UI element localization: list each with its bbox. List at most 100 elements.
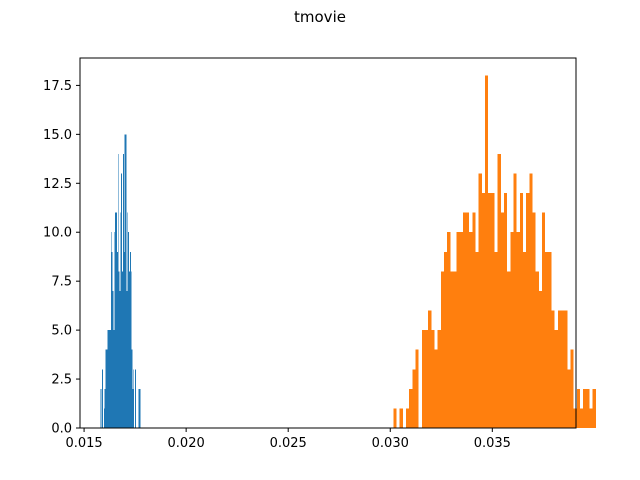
- histogram-bar-series-2: [485, 75, 489, 428]
- histogram-bar-series-1: [131, 349, 133, 428]
- histogram-bar-series-2: [567, 369, 571, 428]
- x-axis-ticks: 0.015 0.020 0.025 0.030 0.035: [65, 428, 511, 451]
- histogram-bar-series-1: [113, 330, 115, 428]
- histogram-bar-series-2: [405, 408, 410, 428]
- histogram-bar-series-2: [570, 349, 574, 428]
- histogram-bar-series-2: [494, 251, 498, 428]
- histogram-bar-series-2: [532, 212, 536, 428]
- histogram-bar-series-1: [104, 388, 106, 428]
- histogram-bar-series-2: [564, 310, 568, 428]
- histogram-bar-series-1: [118, 271, 120, 428]
- x-tick-label: 0.020: [168, 436, 205, 451]
- histogram-bar-series-2: [548, 251, 552, 428]
- histogram-bar-series-2: [551, 310, 555, 428]
- histogram-bar-series-2: [554, 330, 558, 428]
- histogram-bar-series-1: [100, 388, 102, 428]
- y-tick-label: 2.5: [51, 373, 72, 388]
- histogram-bar-series-1: [122, 271, 123, 428]
- histogram-bar-series-1: [112, 290, 114, 428]
- histogram-bar-series-2: [535, 271, 539, 428]
- histogram-bar-series-2: [497, 153, 501, 429]
- chart-title: tmovie: [294, 8, 346, 26]
- y-tick-label: 12.5: [43, 177, 72, 192]
- histogram-bar-series-2: [519, 193, 524, 428]
- histogram-bar-series-1: [124, 134, 126, 428]
- histogram-bar-series-2: [542, 212, 546, 428]
- histogram-bar-series-1: [106, 349, 108, 428]
- histogram-bar-series-1: [111, 251, 113, 428]
- histogram-bar-series-1: [130, 271, 132, 428]
- histogram-bar-series-2: [462, 212, 467, 428]
- histogram-bar-series-1: [122, 153, 124, 429]
- histogram-bar-series-2: [447, 232, 451, 428]
- histogram-bar-series-2: [488, 193, 492, 428]
- histogram-bar-series-2: [573, 408, 577, 428]
- histogram-bar-series-1: [109, 330, 111, 428]
- bars-layer: [100, 75, 596, 429]
- histogram-bar-series-2: [526, 193, 530, 428]
- histogram-bar-series-2: [409, 388, 413, 428]
- histogram-bar-series-2: [450, 271, 454, 428]
- histogram-bar-series-2: [424, 330, 429, 428]
- x-tick-label: 0.015: [65, 436, 102, 451]
- histogram-bar-series-1: [120, 212, 122, 428]
- histogram-bar-series-1: [132, 388, 134, 428]
- histogram-bar-series-1: [127, 212, 129, 428]
- histogram-bar-series-1: [129, 251, 131, 428]
- histogram-bar-series-1: [105, 349, 107, 428]
- histogram-bar-series-2: [481, 193, 486, 428]
- histogram-bar-series-1: [108, 330, 110, 428]
- y-tick-label: 7.5: [51, 275, 72, 290]
- histogram-bar-series-1: [139, 388, 141, 428]
- histogram-bar-series-1: [138, 388, 140, 428]
- histogram-bar-series-2: [475, 251, 479, 428]
- histogram-bar-series-2: [579, 408, 584, 428]
- histogram-bar-series-2: [583, 388, 587, 428]
- histogram-bar-series-2: [500, 212, 505, 428]
- histogram-bar-series-2: [469, 232, 473, 428]
- histogram-bar-series-1: [107, 330, 109, 428]
- histogram-bar-series-2: [453, 271, 457, 428]
- histogram-bar-series-2: [440, 271, 444, 428]
- histogram-bar-series-1: [126, 290, 128, 428]
- histogram-bar-series-2: [504, 193, 508, 428]
- histogram-bar-series-2: [431, 330, 435, 428]
- histogram-bar-series-2: [472, 212, 476, 428]
- histogram-bar-series-1: [109, 330, 110, 428]
- histogram-bar-series-2: [393, 408, 397, 428]
- histogram-bar-series-1: [116, 212, 117, 428]
- histogram-bar-series-2: [510, 232, 514, 428]
- histogram-bar-series-2: [557, 310, 561, 428]
- histogram-bar-series-1: [114, 232, 116, 428]
- histogram-bar-series-2: [456, 232, 460, 428]
- histogram-bar-series-1: [102, 369, 104, 428]
- histogram-bar-series-1: [116, 251, 118, 428]
- histogram-bar-series-2: [437, 330, 441, 428]
- y-tick-label: 17.5: [43, 79, 72, 94]
- histogram-bar-series-1: [121, 173, 123, 428]
- histogram-bar-series-2: [399, 408, 403, 428]
- histogram-bar-series-2: [560, 310, 565, 428]
- histogram-bar-series-1: [128, 232, 130, 428]
- y-tick-label: 0.0: [51, 422, 72, 437]
- histogram-bar-series-1: [103, 408, 105, 428]
- histogram-bar-series-2: [443, 251, 448, 428]
- histogram-bar-series-2: [516, 232, 520, 428]
- histogram-bar-series-1: [110, 232, 112, 428]
- histogram-bar-series-2: [466, 212, 470, 428]
- y-tick-label: 15.0: [43, 128, 72, 143]
- histogram-bar-series-1: [115, 212, 117, 428]
- plot-frame: [79, 57, 577, 429]
- histogram-bar-series-2: [592, 388, 596, 428]
- histogram-bar-series-1: [135, 369, 136, 428]
- histogram-bar-series-2: [507, 271, 511, 428]
- histogram-bar-series-2: [491, 193, 495, 428]
- histogram-bar-series-2: [412, 369, 416, 428]
- x-tick-label: 0.025: [270, 436, 307, 451]
- histogram-bar-series-2: [459, 232, 463, 428]
- histogram-bar-series-2: [576, 388, 580, 428]
- histogram-bar-series-1: [133, 369, 135, 428]
- histogram-bar-series-1: [117, 153, 119, 429]
- histogram-bar-series-2: [478, 173, 482, 428]
